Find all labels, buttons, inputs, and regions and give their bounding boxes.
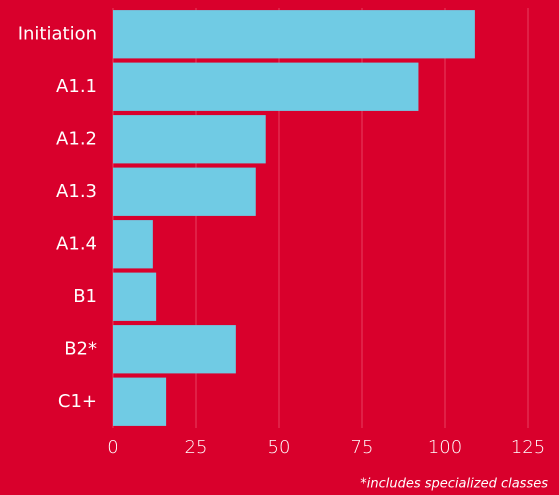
x-tick-label: 125	[511, 437, 545, 458]
y-tick-label: B1	[73, 286, 97, 307]
bar	[113, 115, 266, 164]
bar	[113, 167, 256, 216]
bar	[113, 220, 153, 269]
bar	[113, 10, 475, 59]
x-tick-label: 0	[107, 437, 118, 458]
bar	[113, 377, 167, 426]
x-tick-label: 50	[268, 437, 291, 458]
bar	[113, 325, 236, 374]
y-tick-label: A1.1	[56, 76, 97, 97]
y-tick-label: A1.2	[56, 128, 97, 149]
bar	[113, 272, 157, 321]
y-tick-label: A1.3	[56, 181, 97, 202]
x-tick-label: 75	[351, 437, 374, 458]
y-tick-label: A1.4	[56, 233, 97, 254]
footnote: *includes specialized classes	[360, 477, 548, 492]
x-tick-label: 25	[185, 437, 208, 458]
y-tick-label: B2*	[64, 338, 97, 359]
x-tick-label: 100	[428, 437, 462, 458]
y-tick-label: Initiation	[18, 23, 97, 44]
y-tick-label: C1+	[58, 391, 97, 412]
bar	[113, 62, 419, 111]
